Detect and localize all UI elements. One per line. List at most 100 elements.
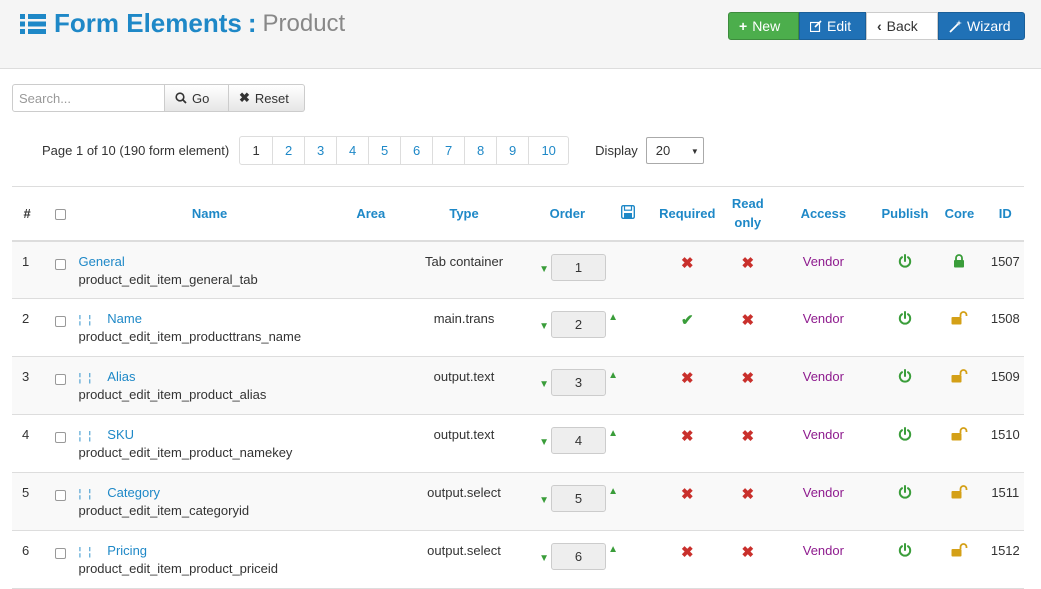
power-icon[interactable] <box>898 369 912 383</box>
order-input[interactable]: 5 <box>551 485 607 512</box>
cross-icon[interactable]: ✖ <box>680 544 694 561</box>
back-button[interactable]: ‹ Back <box>866 12 938 40</box>
cross-icon[interactable]: ✖ <box>741 370 755 387</box>
power-icon[interactable] <box>898 543 912 557</box>
search-icon <box>175 92 187 104</box>
access-link[interactable]: Vendor <box>802 543 844 558</box>
save-icon[interactable] <box>620 204 635 219</box>
header-name[interactable]: Name <box>191 205 228 221</box>
move-up-icon[interactable]: ▲ <box>608 370 618 381</box>
access-link[interactable]: Vendor <box>802 253 844 269</box>
order-input[interactable]: 2 <box>551 311 607 338</box>
power-icon[interactable] <box>898 427 912 441</box>
move-down-icon[interactable]: ▼ <box>539 321 549 332</box>
page-link[interactable]: 9 <box>496 136 528 164</box>
type-cell: Tab container <box>425 253 504 269</box>
row-number: 6 <box>22 543 30 558</box>
page-link[interactable]: 1 <box>252 142 260 158</box>
move-down-icon[interactable]: ▼ <box>539 263 549 275</box>
header-required[interactable]: Required <box>659 205 716 221</box>
access-link[interactable]: Vendor <box>802 369 844 384</box>
cross-icon[interactable]: ✖ <box>741 312 755 329</box>
row-checkbox-cell <box>42 473 78 531</box>
power-icon[interactable] <box>898 311 912 325</box>
move-up-icon[interactable]: ▲ <box>608 428 618 439</box>
header-area[interactable]: Area <box>356 205 386 221</box>
cross-icon[interactable]: ✖ <box>741 486 755 503</box>
magic-wand-icon <box>949 19 962 33</box>
order-input[interactable]: 6 <box>551 543 607 570</box>
page-link[interactable]: 7 <box>432 136 464 164</box>
page-link[interactable]: 6 <box>400 136 432 164</box>
edit-button[interactable]: Edit <box>799 12 866 40</box>
element-name-link[interactable]: Pricing <box>107 543 148 558</box>
indent-marker-icon: ¦ ¦ <box>78 430 94 442</box>
access-link[interactable]: Vendor <box>802 485 844 500</box>
power-icon[interactable] <box>898 253 912 268</box>
page-link[interactable]: 8 <box>464 136 496 164</box>
element-name-link[interactable]: General <box>78 253 125 269</box>
lock-open-icon <box>951 311 968 325</box>
header-id[interactable]: ID <box>998 205 1012 221</box>
chevron-left-icon: ‹ <box>877 18 882 34</box>
area-cell <box>341 357 401 415</box>
element-name-link[interactable]: SKU <box>107 427 135 442</box>
page-link[interactable]: 3 <box>304 136 336 164</box>
page-link[interactable]: 5 <box>368 136 400 164</box>
display-select[interactable]: 20 ▼ <box>645 136 704 164</box>
page-link[interactable]: 2 <box>272 136 304 164</box>
search-input[interactable] <box>12 84 165 112</box>
header-publish[interactable]: Publish <box>881 205 929 221</box>
select-all-checkbox[interactable] <box>54 208 66 220</box>
move-up-icon[interactable]: ▲ <box>608 312 618 323</box>
page-link[interactable]: 4 <box>336 136 368 164</box>
back-button-label: Back <box>886 18 918 34</box>
cross-icon[interactable]: ✖ <box>741 254 755 272</box>
check-icon[interactable]: ✔ <box>680 312 694 329</box>
move-up-icon[interactable]: ▲ <box>608 544 618 555</box>
header-order[interactable]: Order <box>549 205 586 221</box>
power-icon[interactable] <box>898 485 912 499</box>
access-link[interactable]: Vendor <box>802 311 844 326</box>
go-button[interactable]: Go <box>165 84 229 112</box>
access-link[interactable]: Vendor <box>802 427 844 442</box>
new-button[interactable]: + New <box>728 12 799 40</box>
row-checkbox[interactable] <box>54 490 66 501</box>
element-name-link[interactable]: Category <box>107 485 161 500</box>
row-checkbox[interactable] <box>54 316 66 327</box>
cross-icon[interactable]: ✖ <box>680 370 694 387</box>
row-checkbox-cell <box>42 241 78 299</box>
lock-closed-icon <box>954 253 965 267</box>
move-down-icon[interactable]: ▼ <box>539 495 549 506</box>
row-checkbox[interactable] <box>54 432 66 443</box>
move-up-icon[interactable]: ▲ <box>608 486 618 497</box>
required-cell: ✖ <box>648 531 727 589</box>
cross-icon[interactable]: ✖ <box>680 254 694 272</box>
header-core[interactable]: Core <box>944 205 975 221</box>
cross-icon[interactable]: ✖ <box>741 428 755 445</box>
element-name-link[interactable]: Name <box>107 311 142 326</box>
row-checkbox[interactable] <box>54 548 66 559</box>
row-checkbox[interactable] <box>54 258 66 270</box>
title-text: Form Elements <box>54 8 242 38</box>
header-type[interactable]: Type <box>449 205 479 221</box>
wizard-button[interactable]: Wizard <box>938 12 1025 40</box>
reset-button[interactable]: ✖ Reset <box>229 84 305 112</box>
cross-icon[interactable]: ✖ <box>680 486 694 503</box>
core-cell <box>932 299 986 357</box>
header-access[interactable]: Access <box>800 205 847 221</box>
toolbar: + New Edit ‹ Back Wizard <box>728 12 1025 40</box>
row-checkbox[interactable] <box>54 374 66 385</box>
page-link[interactable]: 10 <box>528 136 568 164</box>
header-readonly[interactable]: Read only <box>731 196 764 231</box>
order-input[interactable]: 1 <box>551 253 607 281</box>
move-down-icon[interactable]: ▼ <box>539 379 549 390</box>
cross-icon[interactable]: ✖ <box>680 428 694 445</box>
order-input[interactable]: 4 <box>551 427 607 454</box>
move-down-icon[interactable]: ▼ <box>539 553 549 564</box>
core-cell <box>932 415 986 473</box>
order-input[interactable]: 3 <box>551 369 607 396</box>
move-down-icon[interactable]: ▼ <box>539 437 549 448</box>
cross-icon[interactable]: ✖ <box>741 544 755 561</box>
element-name-link[interactable]: Alias <box>107 369 136 384</box>
